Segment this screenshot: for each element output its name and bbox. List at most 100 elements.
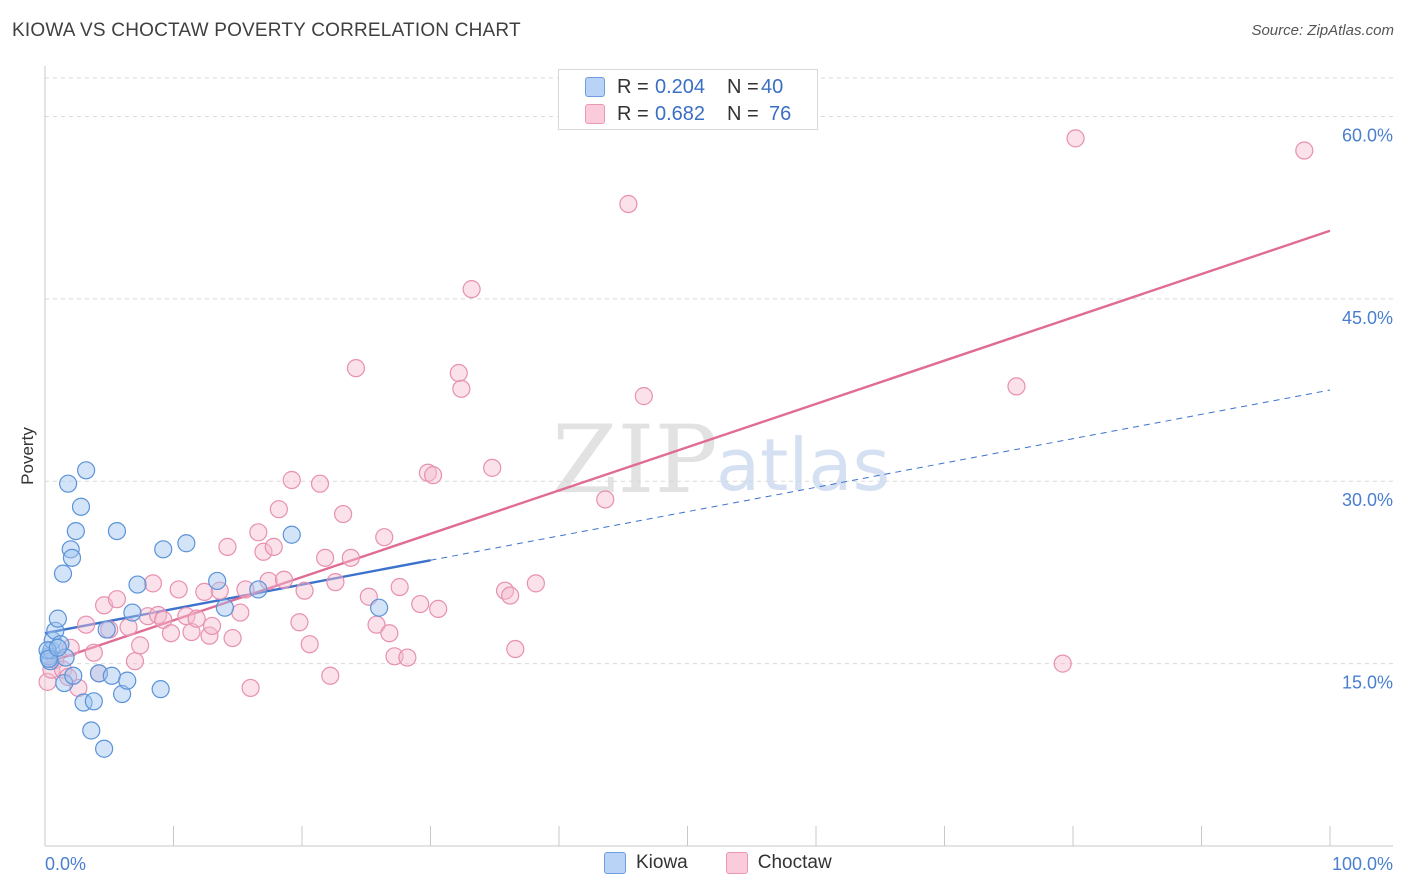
kiowa-point <box>71 497 91 516</box>
grid-layer <box>45 77 1393 665</box>
legend-label-kiowa: Kiowa <box>636 852 688 873</box>
choctaw-point <box>1053 654 1072 673</box>
kiowa-point <box>64 666 83 685</box>
choctaw-point <box>195 582 214 601</box>
choctaw-point <box>274 570 294 589</box>
choctaw-point <box>300 635 319 654</box>
y-tick-label: 60.0% <box>1342 125 1393 145</box>
choctaw-point <box>619 194 638 214</box>
choctaw-point <box>236 580 255 599</box>
choctaw-point <box>125 652 145 671</box>
choctaw-point <box>429 599 448 619</box>
choctaw-point <box>390 577 409 597</box>
series-legend: Kiowa Choctaw <box>604 852 870 874</box>
choctaw-point <box>249 523 268 542</box>
choctaw-swatch <box>585 104 605 124</box>
y-axis-label: Poverty <box>18 427 37 485</box>
r-label: R = <box>617 102 649 125</box>
choctaw-point <box>223 628 242 648</box>
kiowa-point <box>77 461 96 480</box>
kiowa-point <box>84 692 103 711</box>
choctaw-trendline-solid <box>44 229 1331 665</box>
choctaw-point <box>483 458 502 477</box>
choctaw-point <box>411 594 430 614</box>
choctaw-point <box>77 615 96 634</box>
choctaw-point <box>1007 377 1026 396</box>
kiowa-point <box>177 534 196 553</box>
choctaw-point <box>398 648 417 667</box>
kiowa-point <box>62 548 82 567</box>
watermark-zip: ZIP <box>552 406 718 515</box>
choctaw-point <box>254 542 273 561</box>
choctaw-point <box>202 616 222 636</box>
kiowa-point <box>128 575 147 594</box>
kiowa-point <box>66 521 85 541</box>
choctaw-point <box>380 624 399 643</box>
choctaw-point <box>316 548 335 567</box>
choctaw-point <box>231 603 250 622</box>
choctaw-point <box>495 581 515 600</box>
choctaw-point <box>341 548 360 567</box>
kiowa-swatch <box>585 77 605 97</box>
x-tick-label: 100.0% <box>1332 854 1393 874</box>
choctaw-point <box>295 581 314 600</box>
kiowa-point <box>208 571 227 591</box>
legend-label-choctaw: Choctaw <box>757 852 832 873</box>
choctaw-point <box>290 613 309 632</box>
choctaw-point <box>161 624 181 643</box>
legend-row-kiowa: R = 0.204 N = 40 <box>585 75 783 99</box>
kiowa-point <box>95 739 114 758</box>
point-layer <box>38 129 1314 758</box>
choctaw-point <box>182 622 201 642</box>
kiowa-point <box>112 684 132 704</box>
r-value: 0.204 <box>655 75 706 98</box>
n-value: 40 <box>761 75 784 98</box>
watermark: ZIP atlas <box>552 406 890 515</box>
kiowa-point <box>151 680 170 699</box>
kiowa-point <box>370 598 389 617</box>
choctaw-point <box>334 504 353 524</box>
kiowa-trendline-dashed <box>430 389 1331 561</box>
r-label: R = <box>617 75 649 98</box>
choctaw-point <box>84 643 103 662</box>
kiowa-point <box>82 721 101 740</box>
choctaw-point <box>119 618 138 637</box>
legend-row-choctaw: R = 0.682 N = 76 <box>585 102 791 126</box>
choctaw-point <box>148 605 168 625</box>
choctaw-point <box>282 470 301 490</box>
tick-layer: 15.0% 30.0% 45.0% 60.0% 0.0% 100.0% <box>44 125 1393 874</box>
kiowa-point <box>215 598 234 617</box>
legend-item-kiowa[interactable]: Kiowa <box>604 852 688 874</box>
choctaw-swatch <box>725 852 748 874</box>
r-value: 0.682 <box>655 102 706 125</box>
choctaw-point <box>218 537 237 556</box>
choctaw-point <box>1295 141 1314 160</box>
choctaw-point <box>526 574 545 593</box>
choctaw-point <box>385 647 404 666</box>
choctaw-point <box>449 363 468 383</box>
kiowa-point <box>48 609 67 628</box>
kiowa-point <box>97 620 116 639</box>
choctaw-point <box>462 280 481 299</box>
kiowa-point <box>118 671 137 690</box>
trend-layer <box>44 229 1331 665</box>
y-tick-label: 15.0% <box>1342 673 1393 693</box>
n-label: N = <box>727 75 759 98</box>
choctaw-point <box>596 490 615 509</box>
choctaw-point <box>154 610 173 629</box>
choctaw-point <box>269 500 288 519</box>
kiowa-point <box>123 603 142 622</box>
n-label: N = <box>727 102 759 125</box>
kiowa-point <box>107 521 127 541</box>
source-label: Source: ZipAtlas.com <box>1251 22 1394 39</box>
legend-item-choctaw[interactable]: Choctaw <box>725 852 832 874</box>
y-tick-label: 45.0% <box>1342 308 1393 328</box>
choctaw-point <box>346 359 366 378</box>
choctaw-point <box>321 666 340 685</box>
chart-title: KIOWA VS CHOCTAW POVERTY CORRELATION CHA… <box>12 20 521 41</box>
kiowa-point <box>102 666 121 685</box>
choctaw-point <box>423 466 443 485</box>
kiowa-point <box>48 638 67 657</box>
choctaw-point <box>107 590 127 609</box>
